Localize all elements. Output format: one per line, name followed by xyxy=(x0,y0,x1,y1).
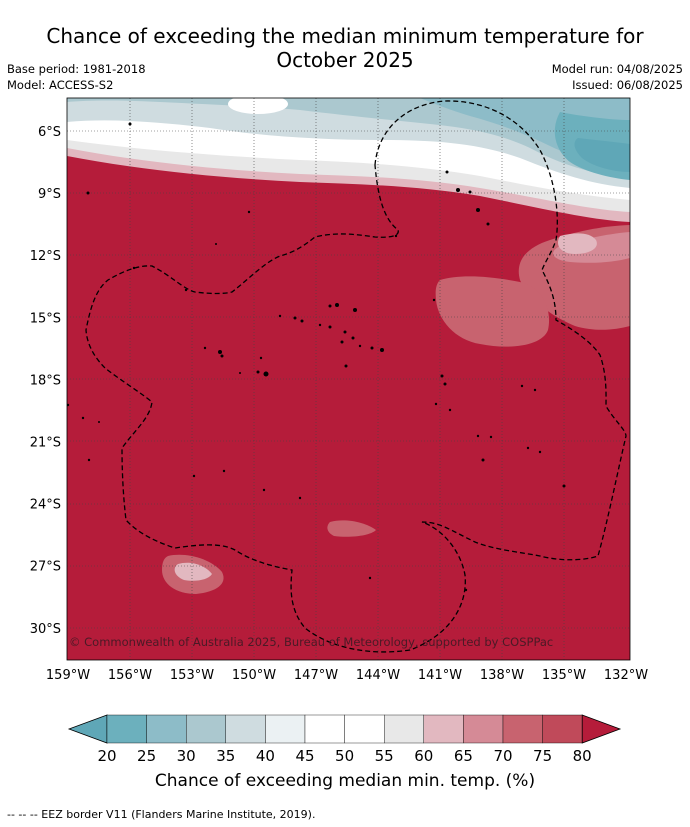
map-frame xyxy=(66,97,631,661)
lon-label: 135°W xyxy=(542,668,586,683)
colorbar-tick: 35 xyxy=(216,747,235,765)
longitude-labels: 159°W 156°W 153°W 150°W 147°W 144°W 141°W 138°W… xyxy=(46,668,648,683)
colorbar-tick: 30 xyxy=(177,747,196,765)
colorbar-tick: 60 xyxy=(414,747,433,765)
lat-label: 18°S xyxy=(30,373,61,388)
colorbar-segment xyxy=(304,714,345,744)
colorbar: 20 25 30 35 40 45 50 55 60 65 70 75 80 xyxy=(67,714,622,765)
colorbar-segment xyxy=(225,714,266,744)
model-run: Model run: 04/08/2025 xyxy=(551,62,683,76)
copyright-text: © Commonwealth of Australia 2025, Bureau… xyxy=(69,635,553,649)
lat-label: 6°S xyxy=(38,125,61,140)
region-east-pale xyxy=(557,233,597,254)
model-name: Model: ACCESS-S2 xyxy=(7,78,114,92)
colorbar-segment xyxy=(502,714,543,744)
lon-label: 138°W xyxy=(480,668,524,683)
latitude-labels: 6°S 9°S 12°S 15°S 18°S 21°S 24°S 27°S 30°S xyxy=(30,125,61,637)
colorbar-tick: 65 xyxy=(454,747,473,765)
colorbar-tick: 45 xyxy=(295,747,314,765)
issued-date: Issued: 06/08/2025 xyxy=(572,78,683,92)
colorbar-tick: 70 xyxy=(493,747,512,765)
eez-border xyxy=(85,100,627,653)
lat-label: 24°S xyxy=(30,498,61,513)
lon-label: 144°W xyxy=(356,668,400,683)
lon-label: 150°W xyxy=(232,668,276,683)
map-figure: © Commonwealth of Australia 2025, Bureau… xyxy=(30,97,648,765)
colorbar-tick: 50 xyxy=(335,747,354,765)
lat-label: 15°S xyxy=(30,311,61,326)
band-blue-4 xyxy=(574,138,630,172)
colorbar-segment xyxy=(384,714,425,744)
base-period: Base period: 1981-2018 xyxy=(7,62,146,76)
title-line-2: October 2025 xyxy=(276,48,414,72)
lon-label: 153°W xyxy=(170,668,214,683)
colorbar-extend-low xyxy=(67,714,108,744)
lon-label: 132°W xyxy=(604,668,648,683)
region-southwest-light xyxy=(174,562,212,581)
colorbar-tick: 75 xyxy=(533,747,552,765)
colorbar-segment xyxy=(106,714,147,744)
lat-label: 12°S xyxy=(30,249,61,264)
title-line-1: Chance of exceeding the median minimum t… xyxy=(46,24,644,48)
white-patch-north xyxy=(228,98,288,114)
colorbar-segment xyxy=(542,714,583,744)
colorbar-segment xyxy=(146,714,187,744)
map-area xyxy=(67,98,630,660)
graticule xyxy=(67,98,630,660)
lon-label: 159°W xyxy=(46,668,90,683)
colorbar-segment xyxy=(265,714,306,744)
colorbar-tick: 25 xyxy=(137,747,156,765)
islands xyxy=(67,122,566,592)
colorbar-segment xyxy=(463,714,504,744)
colorbar-label: Chance of exceeding median min. temp. (%… xyxy=(154,771,536,791)
model-info: Base period: 1981-2018 Model: ACCESS-S2 xyxy=(7,61,146,93)
eez-legend-note: -- -- -- EEZ border V11 (Flanders Marine… xyxy=(7,808,316,821)
colorbar-extend-high xyxy=(581,714,622,744)
colorbar-tick: 40 xyxy=(256,747,275,765)
lat-label: 30°S xyxy=(30,622,61,637)
colorbar-tick: 80 xyxy=(573,747,592,765)
lat-label: 27°S xyxy=(30,560,61,575)
lat-label: 21°S xyxy=(30,436,61,451)
pale-patch-west xyxy=(84,102,136,118)
region-central-east xyxy=(435,276,550,347)
region-south-small xyxy=(327,520,376,537)
colorbar-tick: 20 xyxy=(97,747,116,765)
lon-label: 147°W xyxy=(294,668,338,683)
colorbar-segment xyxy=(185,714,226,744)
colorbar-segment xyxy=(344,714,385,744)
colorbar-segment xyxy=(423,714,464,744)
lon-label: 156°W xyxy=(108,668,152,683)
map-title: Chance of exceeding the median minimum t… xyxy=(0,24,690,72)
lat-label: 9°S xyxy=(38,187,61,202)
lon-label: 141°W xyxy=(418,668,462,683)
run-info: Model run: 04/08/2025 Issued: 06/08/2025 xyxy=(552,61,683,93)
colorbar-tick: 55 xyxy=(375,747,394,765)
